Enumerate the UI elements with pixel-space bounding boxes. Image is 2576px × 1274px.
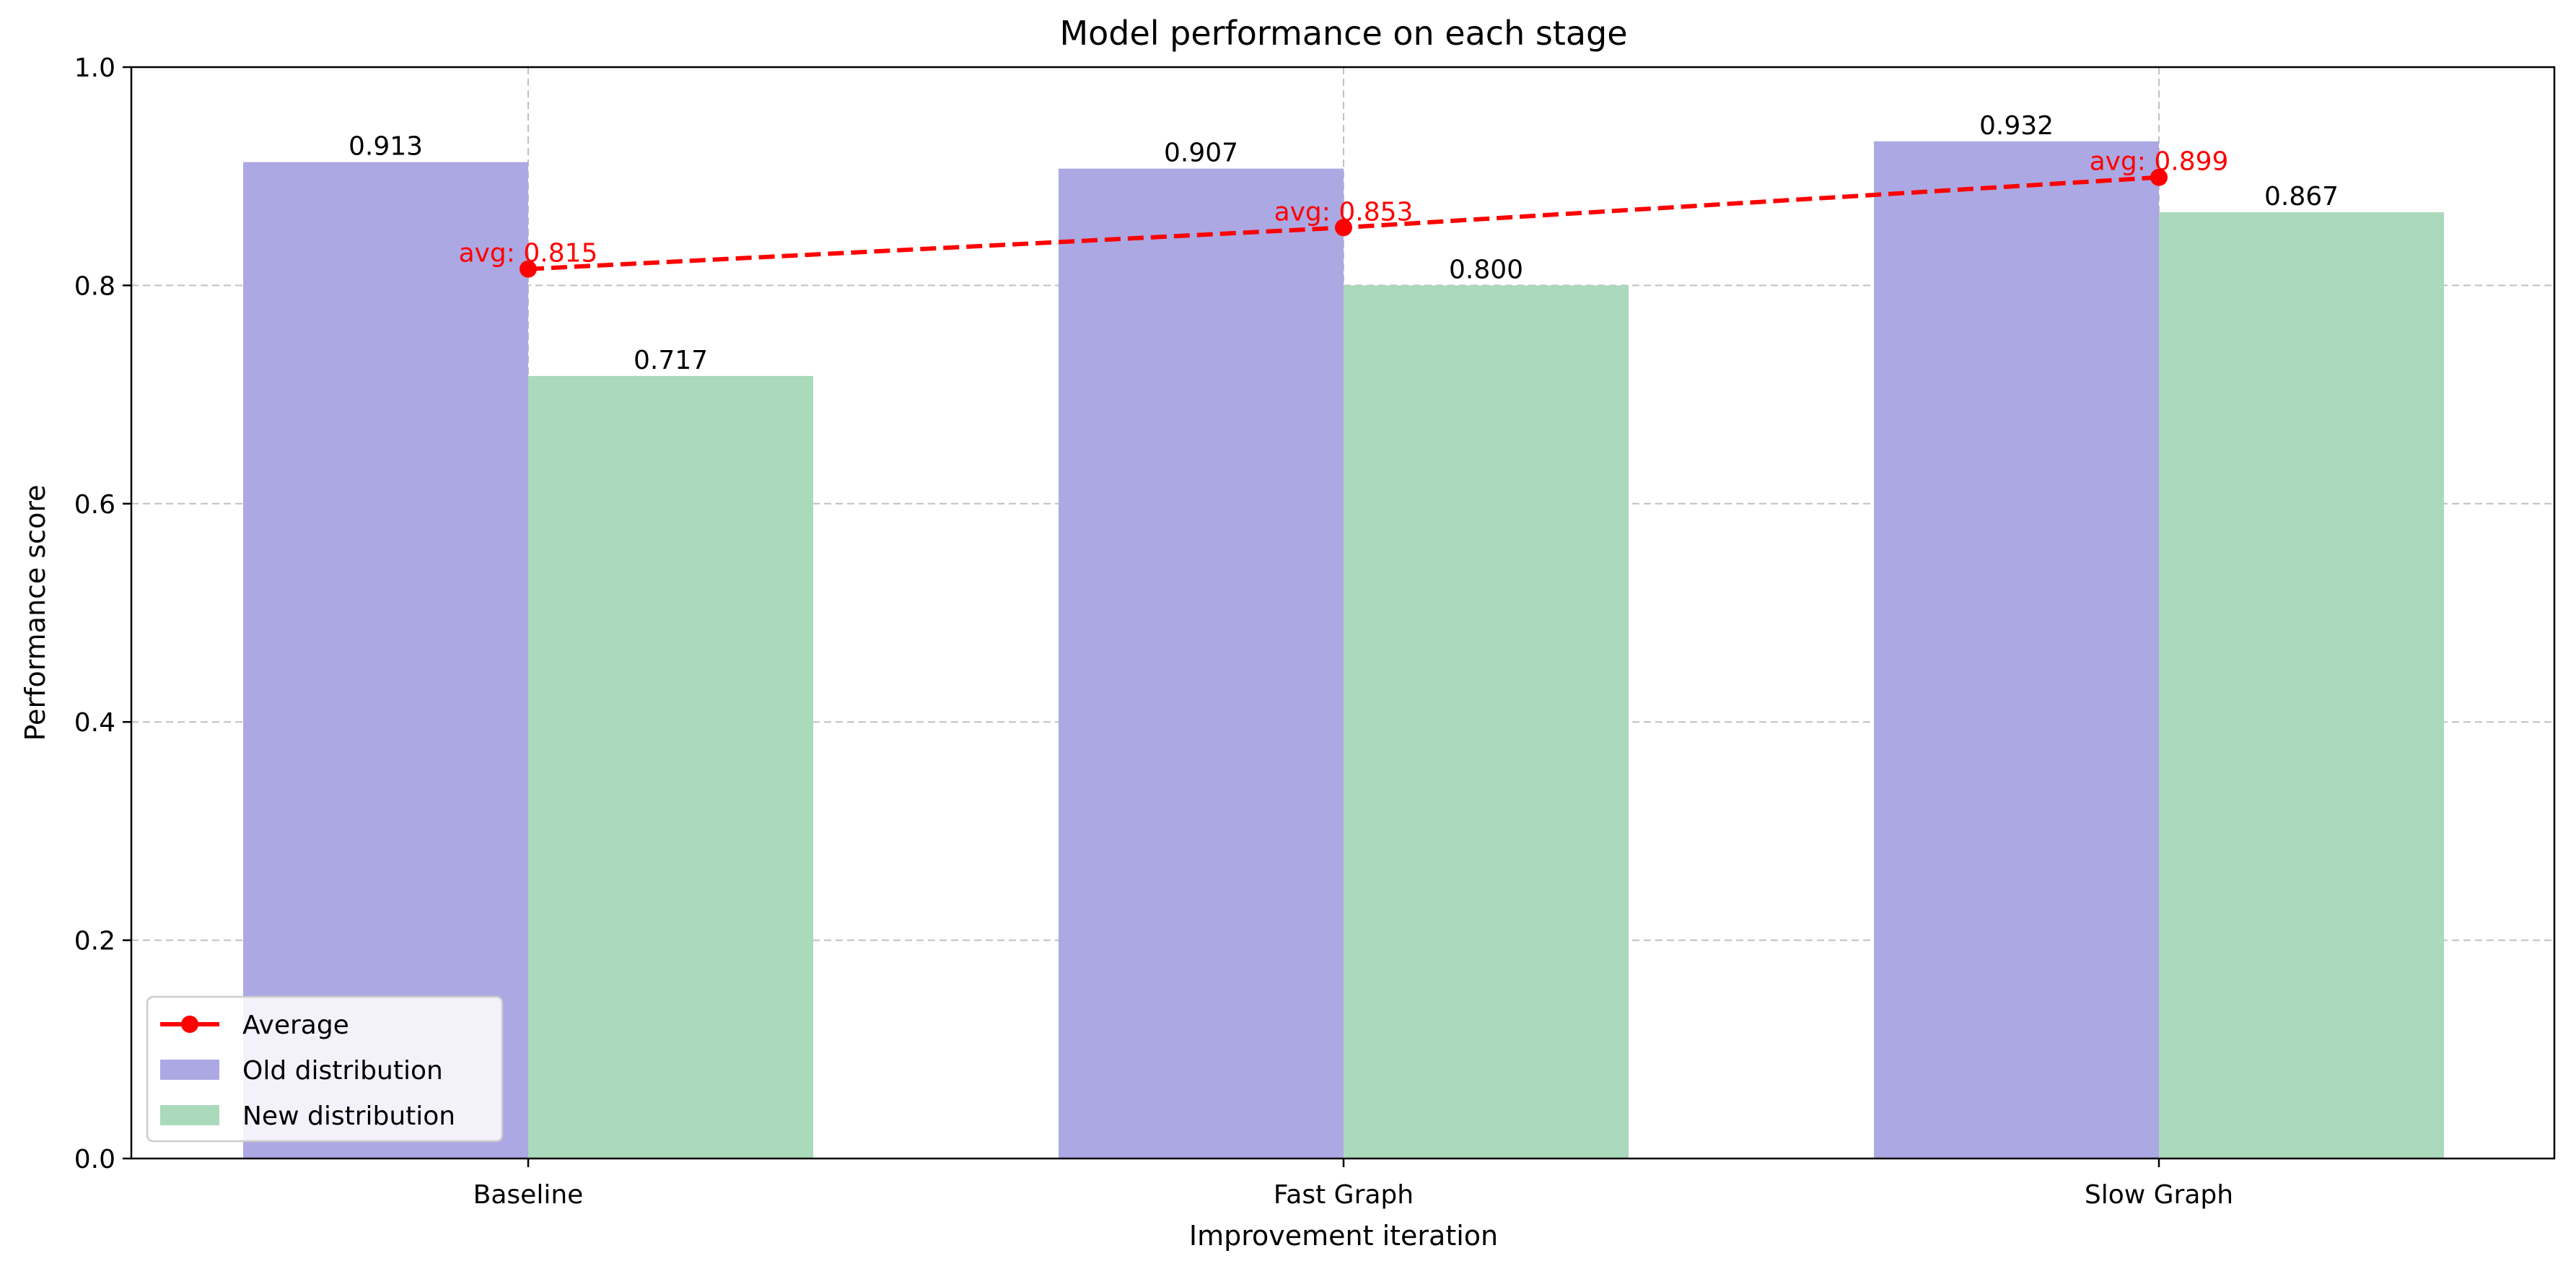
- y-tick-label: 0.4: [74, 708, 115, 738]
- bar-old-1: [1059, 168, 1344, 1159]
- legend-bar-swatch: [160, 1060, 219, 1080]
- average-value-label: avg: 0.853: [1274, 197, 1414, 227]
- y-tick-label: 0.2: [74, 927, 115, 956]
- y-tick-label: 0.0: [74, 1145, 115, 1174]
- legend: Average Old distribution New distribution: [146, 995, 504, 1143]
- bar-old-0: [243, 162, 528, 1159]
- y-tick-label: 0.8: [74, 271, 115, 301]
- bar-new-2: [2159, 212, 2444, 1159]
- y-tick-label: 1.0: [74, 53, 115, 83]
- axes: 0.0 0.2 0.4 0.6 0.8 1.0 Baseline Fast Graph Slow…: [74, 53, 2233, 1210]
- average-point: [520, 260, 537, 278]
- average-line: [520, 168, 2168, 278]
- legend-box: [146, 995, 504, 1143]
- data-labels: 0.913 0.907 0.932 0.717 0.800 0.867 avg: 0.815…: [349, 111, 2339, 375]
- x-axis-label: Improvement iteration: [1189, 1220, 1498, 1252]
- bar-new-0: [528, 375, 813, 1159]
- bar-new-1: [1344, 285, 1629, 1159]
- average-value-label: avg: 0.815: [459, 239, 598, 269]
- bar-value-label: 0.717: [634, 346, 708, 375]
- bar-value-label: 0.907: [1164, 139, 1238, 168]
- bar-old-2: [1874, 141, 2159, 1159]
- x-tick-label: Slow Graph: [2085, 1180, 2233, 1210]
- legend-label: Average: [242, 1011, 349, 1040]
- bar-value-label: 0.913: [349, 132, 423, 162]
- average-point: [2150, 168, 2168, 186]
- y-axis-label: Performance score: [19, 485, 51, 741]
- x-tick-label: Fast Graph: [1274, 1180, 1414, 1210]
- average-point: [1335, 219, 1352, 237]
- x-tick-label: Baseline: [473, 1180, 584, 1210]
- chart-title: Model performance on each stage: [1059, 14, 1627, 53]
- legend-bar-swatch: [160, 1105, 219, 1125]
- y-tick-label: 0.6: [74, 490, 115, 520]
- bar-value-label: 0.800: [1449, 255, 1523, 284]
- bars: [243, 141, 2444, 1159]
- legend-label: Old distribution: [242, 1056, 443, 1086]
- legend-average-marker: [181, 1016, 198, 1033]
- bar-value-label: 0.867: [2264, 182, 2339, 211]
- bar-value-label: 0.932: [1979, 111, 2054, 141]
- legend-label: New distribution: [242, 1101, 455, 1131]
- average-value-label: avg: 0.899: [2090, 147, 2229, 177]
